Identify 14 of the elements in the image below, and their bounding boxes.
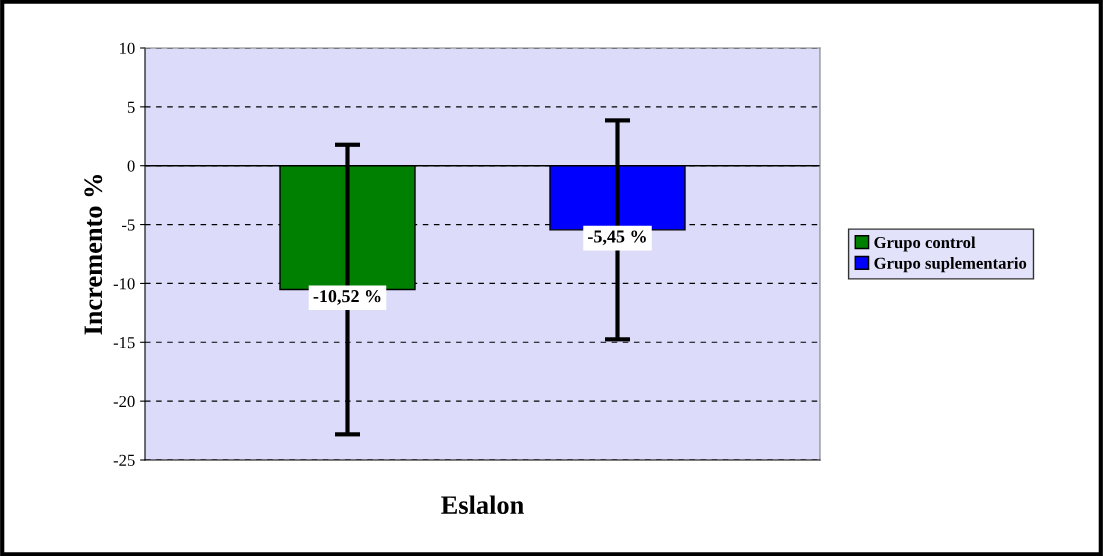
- data-label: -5,45 %: [588, 230, 646, 246]
- y-tick-label: -25: [113, 454, 135, 466]
- y-tick-label: -15: [113, 337, 135, 349]
- y-tick-label: -20: [113, 395, 135, 408]
- y-axis-title: Incremento %: [84, 174, 103, 335]
- y-tick-label: -5: [122, 219, 135, 231]
- y-tick-label: 5: [127, 101, 135, 113]
- x-axis-title: Eslalon: [441, 495, 524, 514]
- y-tick-label: 0: [127, 160, 135, 172]
- y-tick-label: 10: [120, 42, 135, 54]
- legend-label: Grupo control: [874, 236, 976, 252]
- y-tick-label: -10: [113, 278, 135, 290]
- legend-label: Grupo suplementario: [874, 257, 1027, 273]
- data-label: -10,52 %: [313, 290, 381, 305]
